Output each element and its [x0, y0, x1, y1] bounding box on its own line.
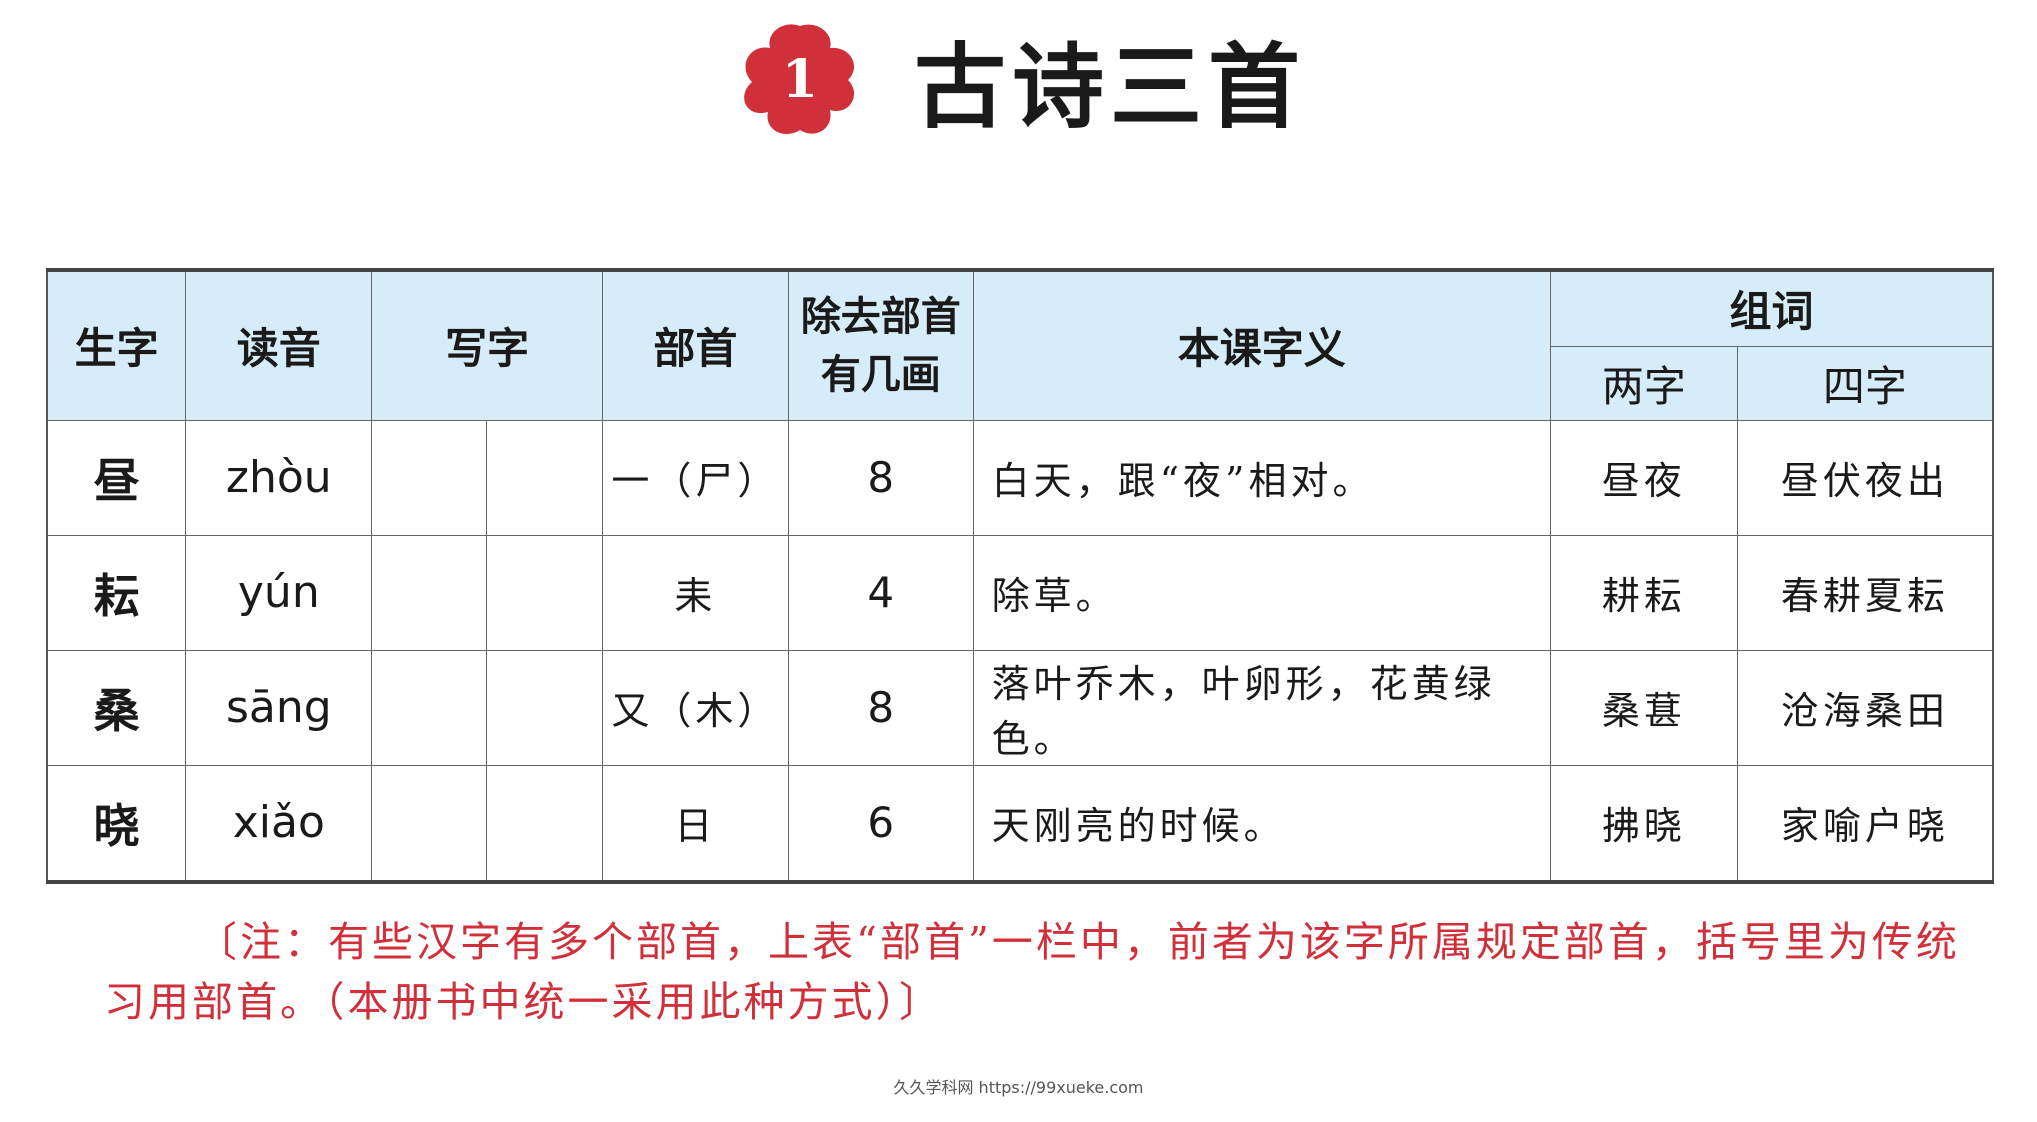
header-meaning: 本课字义 — [972, 269, 1552, 421]
two-char-word: 耕耘 — [1550, 534, 1738, 651]
header-radical: 部首 — [601, 269, 789, 421]
write-cell — [371, 534, 488, 651]
header-write: 写字 — [371, 269, 603, 421]
char-cell: 昼 — [46, 419, 187, 536]
header-strokes: 除去部首 有几画 — [787, 269, 974, 421]
meaning-cell: 天刚亮的时候。 — [972, 764, 1552, 882]
char-cell: 桑 — [46, 649, 187, 766]
four-char-word: 春耕夏耘 — [1736, 534, 1994, 651]
two-char-word: 拂晓 — [1550, 764, 1738, 882]
radical-cell: 一（尸） — [601, 419, 789, 536]
four-char-word: 家喻户晓 — [1736, 764, 1994, 882]
lesson-number: 1 — [781, 48, 819, 110]
flower-badge-icon — [744, 24, 855, 134]
table-row: 昼 zhòu 一（尸） 8 白天，跟“夜”相对。 昼夜 昼伏夜出 — [46, 419, 1994, 536]
lesson-header: 1 古诗三首 — [738, 18, 1306, 141]
pinyin-cell: yún — [185, 534, 373, 651]
strokes-cell: 6 — [787, 764, 974, 882]
table-row: 耘 yún 耒 4 除草。 耕耘 春耕夏耘 — [46, 534, 1994, 651]
write-cell — [371, 419, 488, 536]
write-cell — [371, 764, 488, 882]
header-two-char: 两字 — [1550, 345, 1738, 421]
meaning-cell: 落叶乔木，叶卵形，花黄绿色。 — [972, 649, 1552, 766]
header-strokes-line1: 除去部首 — [800, 293, 961, 340]
meaning-cell: 白天，跟“夜”相对。 — [972, 419, 1552, 536]
write-cell — [371, 649, 488, 766]
header-char: 生字 — [46, 269, 187, 421]
strokes-cell: 8 — [787, 649, 974, 766]
header-four-char: 四字 — [1736, 345, 1994, 421]
table-row: 桑 sāng 又（木） 8 落叶乔木，叶卵形，花黄绿色。 桑葚 沧海桑田 — [46, 649, 1994, 766]
radical-note: 〔注：有些汉字有多个部首，上表“部首”一栏中，前者为该字所属规定部首，括号里为传… — [104, 918, 1960, 1026]
four-char-word: 沧海桑田 — [1736, 649, 1994, 766]
table-row: 晓 xiǎo 日 6 天刚亮的时候。 拂晓 家喻户晓 — [46, 764, 1994, 882]
pinyin-cell: xiǎo — [185, 764, 373, 882]
write-cell — [486, 534, 603, 651]
radical-cell: 日 — [601, 764, 789, 882]
two-char-word: 桑葚 — [1550, 649, 1738, 766]
write-cell — [486, 764, 603, 882]
pinyin-cell: sāng — [185, 649, 373, 766]
header-pinyin: 读音 — [185, 269, 373, 421]
meaning-cell: 除草。 — [972, 534, 1552, 651]
char-cell: 晓 — [46, 764, 187, 882]
vocabulary-table: 生字 读音 写字 部首 除去部首有几画 本课字义 组词 两字 四字 昼 zhòu… — [46, 268, 1994, 884]
radical-cell: 耒 — [601, 534, 789, 651]
two-char-word: 昼夜 — [1550, 419, 1738, 536]
strokes-cell: 4 — [787, 534, 974, 651]
write-cell — [486, 649, 603, 766]
pinyin-cell: zhòu — [185, 419, 373, 536]
header-words: 组词 — [1550, 269, 1994, 347]
strokes-cell: 8 — [787, 419, 974, 536]
radical-cell: 又（木） — [601, 649, 789, 766]
char-cell: 耘 — [46, 534, 187, 651]
footer-watermark: 久久学科网 https://99xueke.com — [893, 1078, 1144, 1097]
write-cell — [486, 419, 603, 536]
header-strokes-line2: 有几画 — [820, 351, 941, 398]
four-char-word: 昼伏夜出 — [1736, 419, 1994, 536]
lesson-number-badge: 1 — [738, 20, 862, 138]
lesson-title: 古诗三首 — [914, 32, 1307, 141]
